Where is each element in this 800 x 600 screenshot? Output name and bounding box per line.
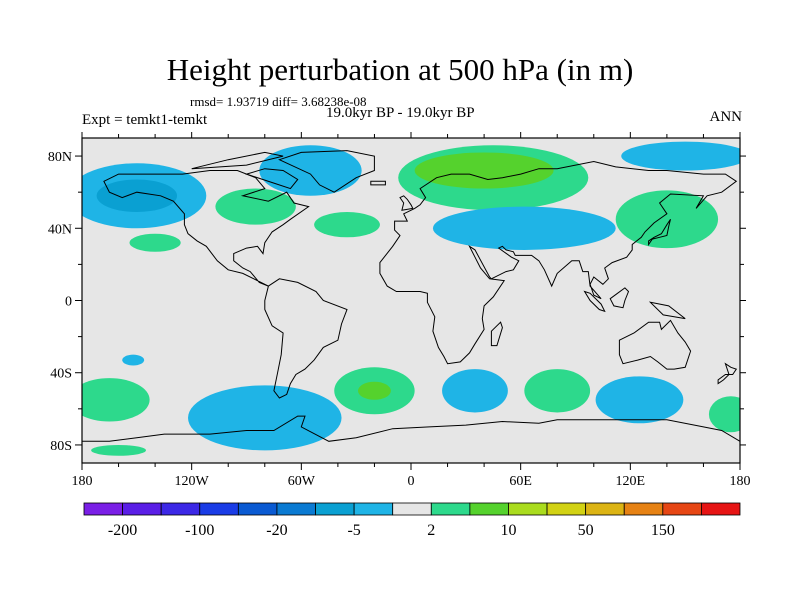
colorbar-label: -5 bbox=[347, 522, 360, 539]
colorbar-label: 2 bbox=[427, 522, 435, 539]
colorbar-swatch bbox=[237, 502, 278, 516]
anomaly-drake-low bbox=[188, 385, 342, 451]
x-tick-label: 180 bbox=[72, 474, 93, 489]
coastline-baffin bbox=[244, 168, 299, 190]
coastline-sumatra bbox=[583, 290, 606, 313]
coastline-madagascar bbox=[490, 321, 503, 347]
season-label: ANN bbox=[709, 109, 743, 125]
anomaly-central-asia-low bbox=[432, 206, 616, 250]
colorbar-swatch bbox=[392, 502, 432, 516]
anomaly-south-africa-low bbox=[442, 369, 508, 413]
y-tick-label: 40S bbox=[50, 367, 72, 382]
colorbar-swatch bbox=[276, 502, 316, 516]
anomaly-australia-low bbox=[595, 376, 684, 424]
coastline-iceland bbox=[370, 180, 386, 186]
colorbar-label: -20 bbox=[266, 522, 287, 539]
stats-line: rmsd= 1.93719 diff= 3.68238e-08 bbox=[190, 94, 367, 109]
colorbar-swatch bbox=[662, 502, 702, 516]
coastline-borneo bbox=[609, 287, 630, 309]
x-tick-label: 60E bbox=[509, 474, 532, 489]
x-tick-label: 120E bbox=[616, 474, 646, 489]
x-tick-label: 60W bbox=[288, 474, 316, 489]
anomaly-tasman-ridge bbox=[708, 396, 740, 433]
coastline-arctic-islands bbox=[191, 151, 284, 170]
experiment-label: Expt = temkt1-temkt bbox=[82, 112, 208, 128]
coastline-north-america bbox=[103, 170, 310, 287]
coastline-uk bbox=[399, 195, 414, 211]
colorbar-swatch bbox=[430, 502, 471, 516]
anomaly-south-pacific-small-low bbox=[122, 354, 145, 366]
period-label: 19.0kyr BP - 19.0kyr BP bbox=[326, 105, 475, 121]
coastline-antarctica bbox=[82, 415, 740, 442]
coastline-new-guinea bbox=[648, 301, 686, 320]
coastline-australia bbox=[618, 319, 692, 370]
colorbar-swatch bbox=[508, 502, 548, 516]
x-tick-label: 180 bbox=[730, 474, 751, 489]
colorbar-label: 150 bbox=[651, 522, 675, 539]
y-tick-label: 0 bbox=[65, 295, 72, 310]
anomaly-east-asia-ridge bbox=[615, 190, 719, 249]
colorbar-swatch bbox=[469, 502, 509, 516]
coastline-new-zealand-south bbox=[717, 374, 731, 385]
colorbar-swatch bbox=[122, 502, 162, 516]
anomaly-atlantic-ridge bbox=[314, 212, 380, 238]
colorbar-label: 10 bbox=[500, 522, 516, 539]
anomaly-eurasia-ridge-core bbox=[414, 152, 554, 189]
anomaly-south-atlantic-core bbox=[357, 381, 391, 400]
coastline-japan bbox=[648, 219, 671, 247]
x-axis: 180 120W 60W 0 60E 120E 180 bbox=[72, 132, 751, 489]
colorbar-swatch bbox=[83, 502, 123, 516]
anomaly-indian-ocean-ridge bbox=[524, 369, 591, 413]
anomaly-layer bbox=[82, 141, 740, 456]
colorbar-swatch bbox=[585, 502, 625, 516]
y-tick-label: 80N bbox=[48, 150, 72, 165]
colorbar-swatch bbox=[546, 502, 587, 516]
colorbar-swatch bbox=[623, 502, 664, 516]
anomaly-east-pacific-ridge bbox=[129, 233, 181, 252]
anomaly-south-pacific-ridge bbox=[82, 378, 150, 422]
coastline-new-zealand bbox=[724, 362, 738, 375]
anomaly-greenland-low bbox=[259, 145, 362, 196]
colorbar-label: -100 bbox=[185, 522, 214, 539]
colorbar-swatch bbox=[160, 502, 201, 516]
colorbar: -200 -100 -20 -5 2 10 50 150 bbox=[83, 502, 741, 539]
y-tick-label: 80S bbox=[50, 439, 72, 454]
colorbar-label: 50 bbox=[578, 522, 594, 539]
colorbar-label: -200 bbox=[108, 522, 137, 539]
coastline-afro-eurasia bbox=[379, 160, 738, 365]
coastline-greenland bbox=[278, 150, 375, 193]
coastline-south-america bbox=[264, 278, 348, 399]
x-tick-label: 0 bbox=[408, 474, 415, 489]
colorbar-swatch bbox=[353, 502, 394, 516]
anomaly-north-pacific-core bbox=[96, 179, 178, 213]
plot-title: Height perturbation at 500 hPa (in m) bbox=[166, 52, 634, 87]
colorbar-swatch bbox=[315, 502, 355, 516]
coastlines bbox=[82, 150, 740, 442]
anomaly-antarctic-ridge bbox=[91, 444, 146, 456]
anomaly-arctic-pacific-low bbox=[621, 141, 740, 171]
y-tick-label: 40N bbox=[48, 222, 72, 237]
y-axis: 80N 40N 0 40S 80S bbox=[48, 150, 746, 454]
colorbar-swatch bbox=[701, 502, 741, 516]
x-tick-label: 120W bbox=[175, 474, 210, 489]
colorbar-swatch bbox=[199, 502, 239, 516]
